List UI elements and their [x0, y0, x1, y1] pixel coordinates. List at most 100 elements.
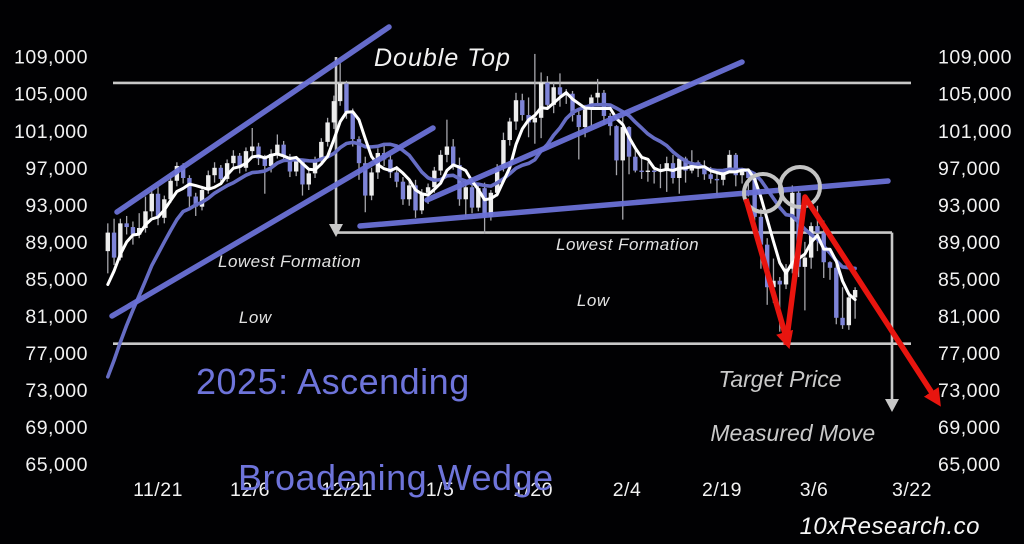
candle-up — [664, 163, 669, 170]
candle-up — [312, 159, 318, 174]
candle-down — [300, 160, 305, 185]
candle-down — [111, 232, 117, 258]
candle-down — [834, 267, 839, 318]
lowest-formation-low-1-line1: Lowest Formation — [218, 252, 362, 271]
candle-down — [413, 185, 418, 211]
candle-up — [438, 154, 443, 171]
candle-up — [783, 268, 789, 285]
candle-up — [243, 151, 249, 168]
candle-down — [614, 126, 619, 161]
x-axis-label: 1/5 — [426, 479, 455, 501]
candle-down — [287, 156, 293, 172]
y-axis-label-left: 73,000 — [25, 380, 88, 402]
candle-down — [714, 178, 720, 181]
candle-up — [149, 193, 154, 212]
y-axis-label-right: 93,000 — [938, 195, 1001, 217]
y-axis-label-left: 85,000 — [25, 269, 88, 291]
candle-up — [507, 121, 512, 141]
candle-up — [319, 141, 324, 160]
candle-down — [626, 127, 632, 157]
y-axis-label-left: 77,000 — [25, 343, 88, 365]
candle-up — [501, 140, 506, 168]
candle-up — [168, 180, 173, 200]
candle-down — [683, 158, 688, 171]
candle-up — [105, 232, 110, 252]
candle-down — [570, 93, 575, 116]
target-price-label: Target Price Measured Move — [664, 366, 896, 474]
candle-down — [187, 177, 192, 197]
y-axis-label-right: 73,000 — [938, 380, 1001, 402]
candle-up — [513, 100, 519, 122]
candle-up — [620, 127, 625, 161]
lowest-formation-low-2-line2: Low — [576, 291, 610, 310]
candle-down — [708, 174, 713, 179]
candle-down — [746, 170, 751, 178]
candle-up — [595, 92, 600, 98]
candle-down — [237, 155, 242, 168]
candle-down — [344, 83, 349, 113]
x-axis-label: 11/21 — [133, 479, 183, 501]
target-price-line1: Target Price — [718, 366, 842, 392]
candle-up — [306, 173, 311, 185]
candle-down — [639, 170, 644, 172]
candle-down — [388, 159, 393, 173]
candle-down — [400, 181, 406, 200]
candle-up — [444, 146, 450, 155]
chart-title: 2025: Ascending Broadening Wedge — [196, 358, 554, 544]
candle-down — [180, 165, 186, 178]
candle-down — [281, 144, 286, 157]
candle-down — [482, 188, 487, 217]
fast-ma-line — [106, 91, 857, 302]
candle-down — [545, 82, 550, 105]
candle-up — [645, 170, 651, 172]
candle-down — [815, 226, 820, 233]
candle-up — [325, 122, 330, 142]
candle-up — [488, 192, 494, 217]
candle-up — [224, 163, 230, 179]
candle-down — [733, 154, 738, 176]
candle-down — [155, 193, 161, 218]
candle-up — [419, 192, 424, 211]
candle-up — [250, 146, 255, 152]
candle-down — [363, 163, 368, 196]
candle-up — [118, 223, 123, 258]
candle-up — [532, 117, 538, 123]
candle-down — [130, 227, 136, 235]
candle-down — [451, 146, 456, 166]
candle-down — [218, 167, 224, 179]
candle-down — [256, 146, 261, 159]
candle-up — [846, 297, 852, 326]
candle-up — [790, 192, 795, 269]
y-axis-label-left: 93,000 — [25, 195, 88, 217]
y-axis-label-right: 81,000 — [938, 306, 1001, 328]
y-axis-label-right: 65,000 — [938, 454, 1001, 476]
candle-up — [275, 144, 280, 154]
candle-up — [802, 257, 808, 267]
lowest-formation-low-label-1: Lowest Formation Low — [218, 248, 361, 360]
candle-up — [852, 290, 858, 298]
x-axis-label: 1/20 — [513, 479, 553, 501]
double-top-label: Double Top — [374, 44, 511, 72]
candle-up — [294, 160, 299, 172]
candle-down — [356, 139, 362, 164]
candle-down — [777, 280, 782, 285]
candle-down — [702, 167, 707, 175]
candle-up — [739, 170, 745, 176]
candle-up — [494, 167, 500, 193]
candle-up — [331, 101, 337, 123]
candle-up — [407, 185, 412, 200]
chart-title-line2: Broadening Wedge — [238, 457, 554, 498]
watermark: 10xResearch.co — [799, 513, 980, 540]
candle-down — [758, 216, 764, 245]
y-axis-label-left: 101,000 — [14, 121, 88, 143]
x-axis-label: 3/6 — [800, 479, 829, 501]
candle-up — [551, 87, 556, 105]
y-axis-label-left: 65,000 — [25, 454, 88, 476]
candle-up — [582, 109, 588, 128]
candle-down — [752, 177, 757, 217]
measured-move-arrow-2 — [783, 194, 941, 407]
chart-title-line1: 2025: Ascending — [196, 361, 470, 402]
candle-up — [137, 227, 142, 235]
